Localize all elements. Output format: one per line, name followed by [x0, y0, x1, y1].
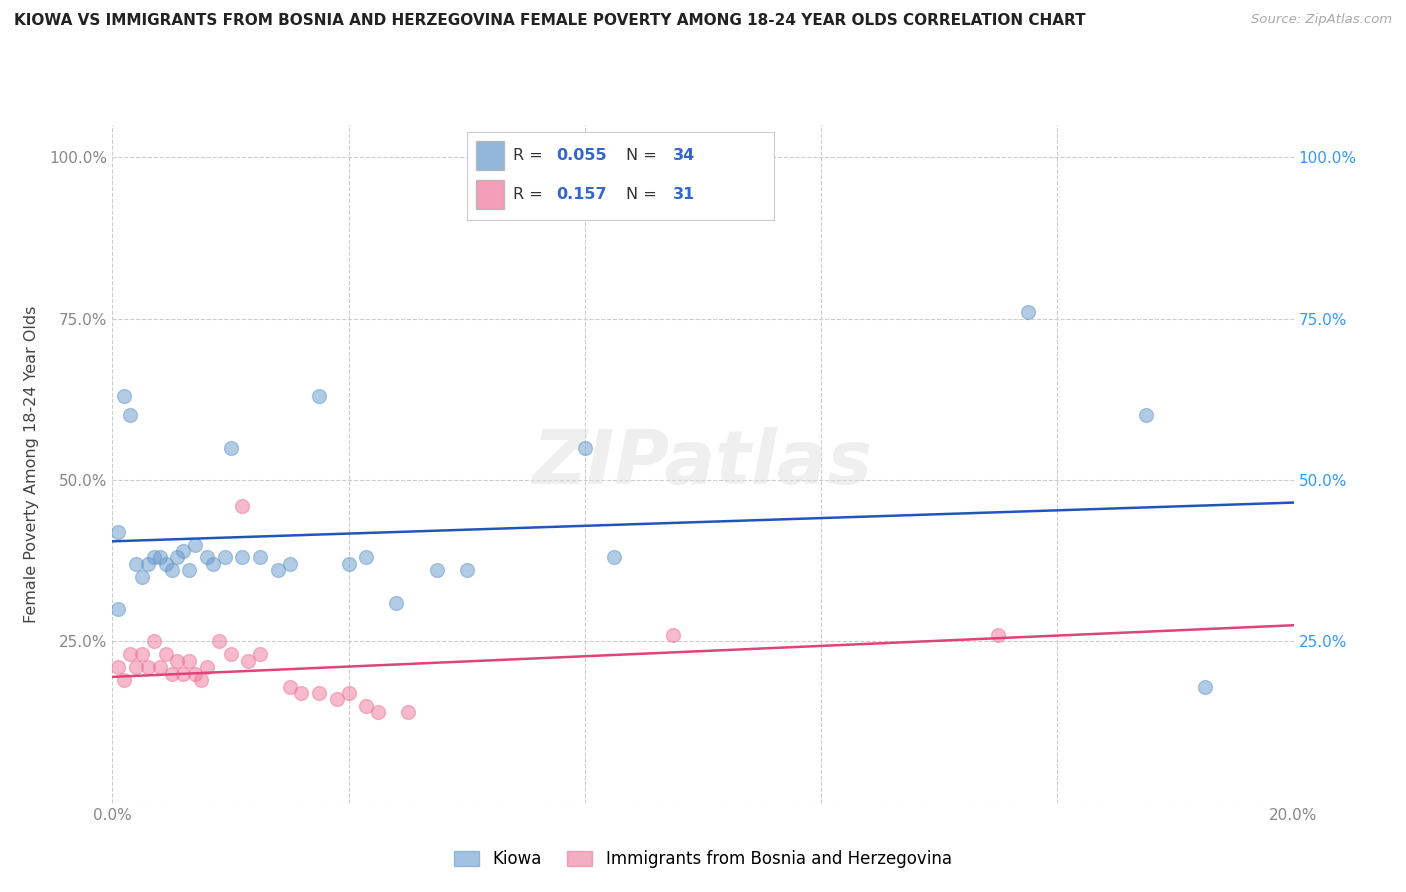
Point: [214, 550, 236, 565]
Point: [172, 666, 194, 681]
Point: [662, 628, 685, 642]
Point: [107, 602, 129, 616]
Point: [142, 550, 165, 565]
Point: [136, 557, 159, 571]
Point: [155, 557, 177, 571]
Point: [249, 648, 271, 662]
Point: [1135, 409, 1157, 423]
Point: [179, 563, 201, 577]
Point: [356, 698, 378, 713]
Point: [396, 706, 419, 720]
Point: [131, 570, 153, 584]
Point: [426, 563, 449, 577]
Point: [125, 557, 148, 571]
Point: [278, 557, 301, 571]
Point: [290, 686, 312, 700]
Point: [125, 660, 148, 674]
Point: [149, 550, 172, 565]
Point: [385, 596, 408, 610]
Point: [136, 660, 159, 674]
Point: [112, 389, 135, 403]
Point: [308, 686, 330, 700]
Y-axis label: Female Poverty Among 18-24 Year Olds: Female Poverty Among 18-24 Year Olds: [24, 305, 38, 623]
Point: [120, 648, 142, 662]
Point: [1194, 680, 1216, 694]
Point: [238, 654, 260, 668]
Point: [208, 634, 231, 648]
Legend: Kiowa, Immigrants from Bosnia and Herzegovina: Kiowa, Immigrants from Bosnia and Herzeg…: [449, 844, 957, 875]
Point: [160, 666, 183, 681]
Point: [603, 550, 626, 565]
Point: [155, 648, 177, 662]
Point: [190, 673, 212, 687]
Point: [337, 686, 360, 700]
Point: [308, 389, 330, 403]
Point: [267, 563, 290, 577]
Point: [149, 660, 172, 674]
Text: KIOWA VS IMMIGRANTS FROM BOSNIA AND HERZEGOVINA FEMALE POVERTY AMONG 18-24 YEAR : KIOWA VS IMMIGRANTS FROM BOSNIA AND HERZ…: [14, 13, 1085, 29]
Point: [172, 544, 194, 558]
Point: [112, 673, 135, 687]
Point: [231, 499, 253, 513]
Point: [120, 409, 142, 423]
Point: [166, 654, 188, 668]
Text: ZIPatlas: ZIPatlas: [533, 427, 873, 500]
Point: [107, 524, 129, 539]
Point: [231, 550, 253, 565]
Point: [142, 634, 165, 648]
Point: [574, 441, 596, 455]
Point: [160, 563, 183, 577]
Point: [219, 648, 242, 662]
Point: [184, 537, 207, 551]
Point: [131, 648, 153, 662]
Point: [195, 550, 218, 565]
Point: [184, 666, 207, 681]
Point: [456, 563, 478, 577]
Point: [249, 550, 271, 565]
Point: [326, 692, 349, 706]
Point: [987, 628, 1010, 642]
Point: [107, 660, 129, 674]
Point: [1017, 305, 1039, 319]
Point: [195, 660, 218, 674]
Point: [179, 654, 201, 668]
Point: [219, 441, 242, 455]
Point: [166, 550, 188, 565]
Text: Source: ZipAtlas.com: Source: ZipAtlas.com: [1251, 13, 1392, 27]
Point: [356, 550, 378, 565]
Point: [201, 557, 224, 571]
Point: [278, 680, 301, 694]
Point: [367, 706, 389, 720]
Point: [337, 557, 360, 571]
